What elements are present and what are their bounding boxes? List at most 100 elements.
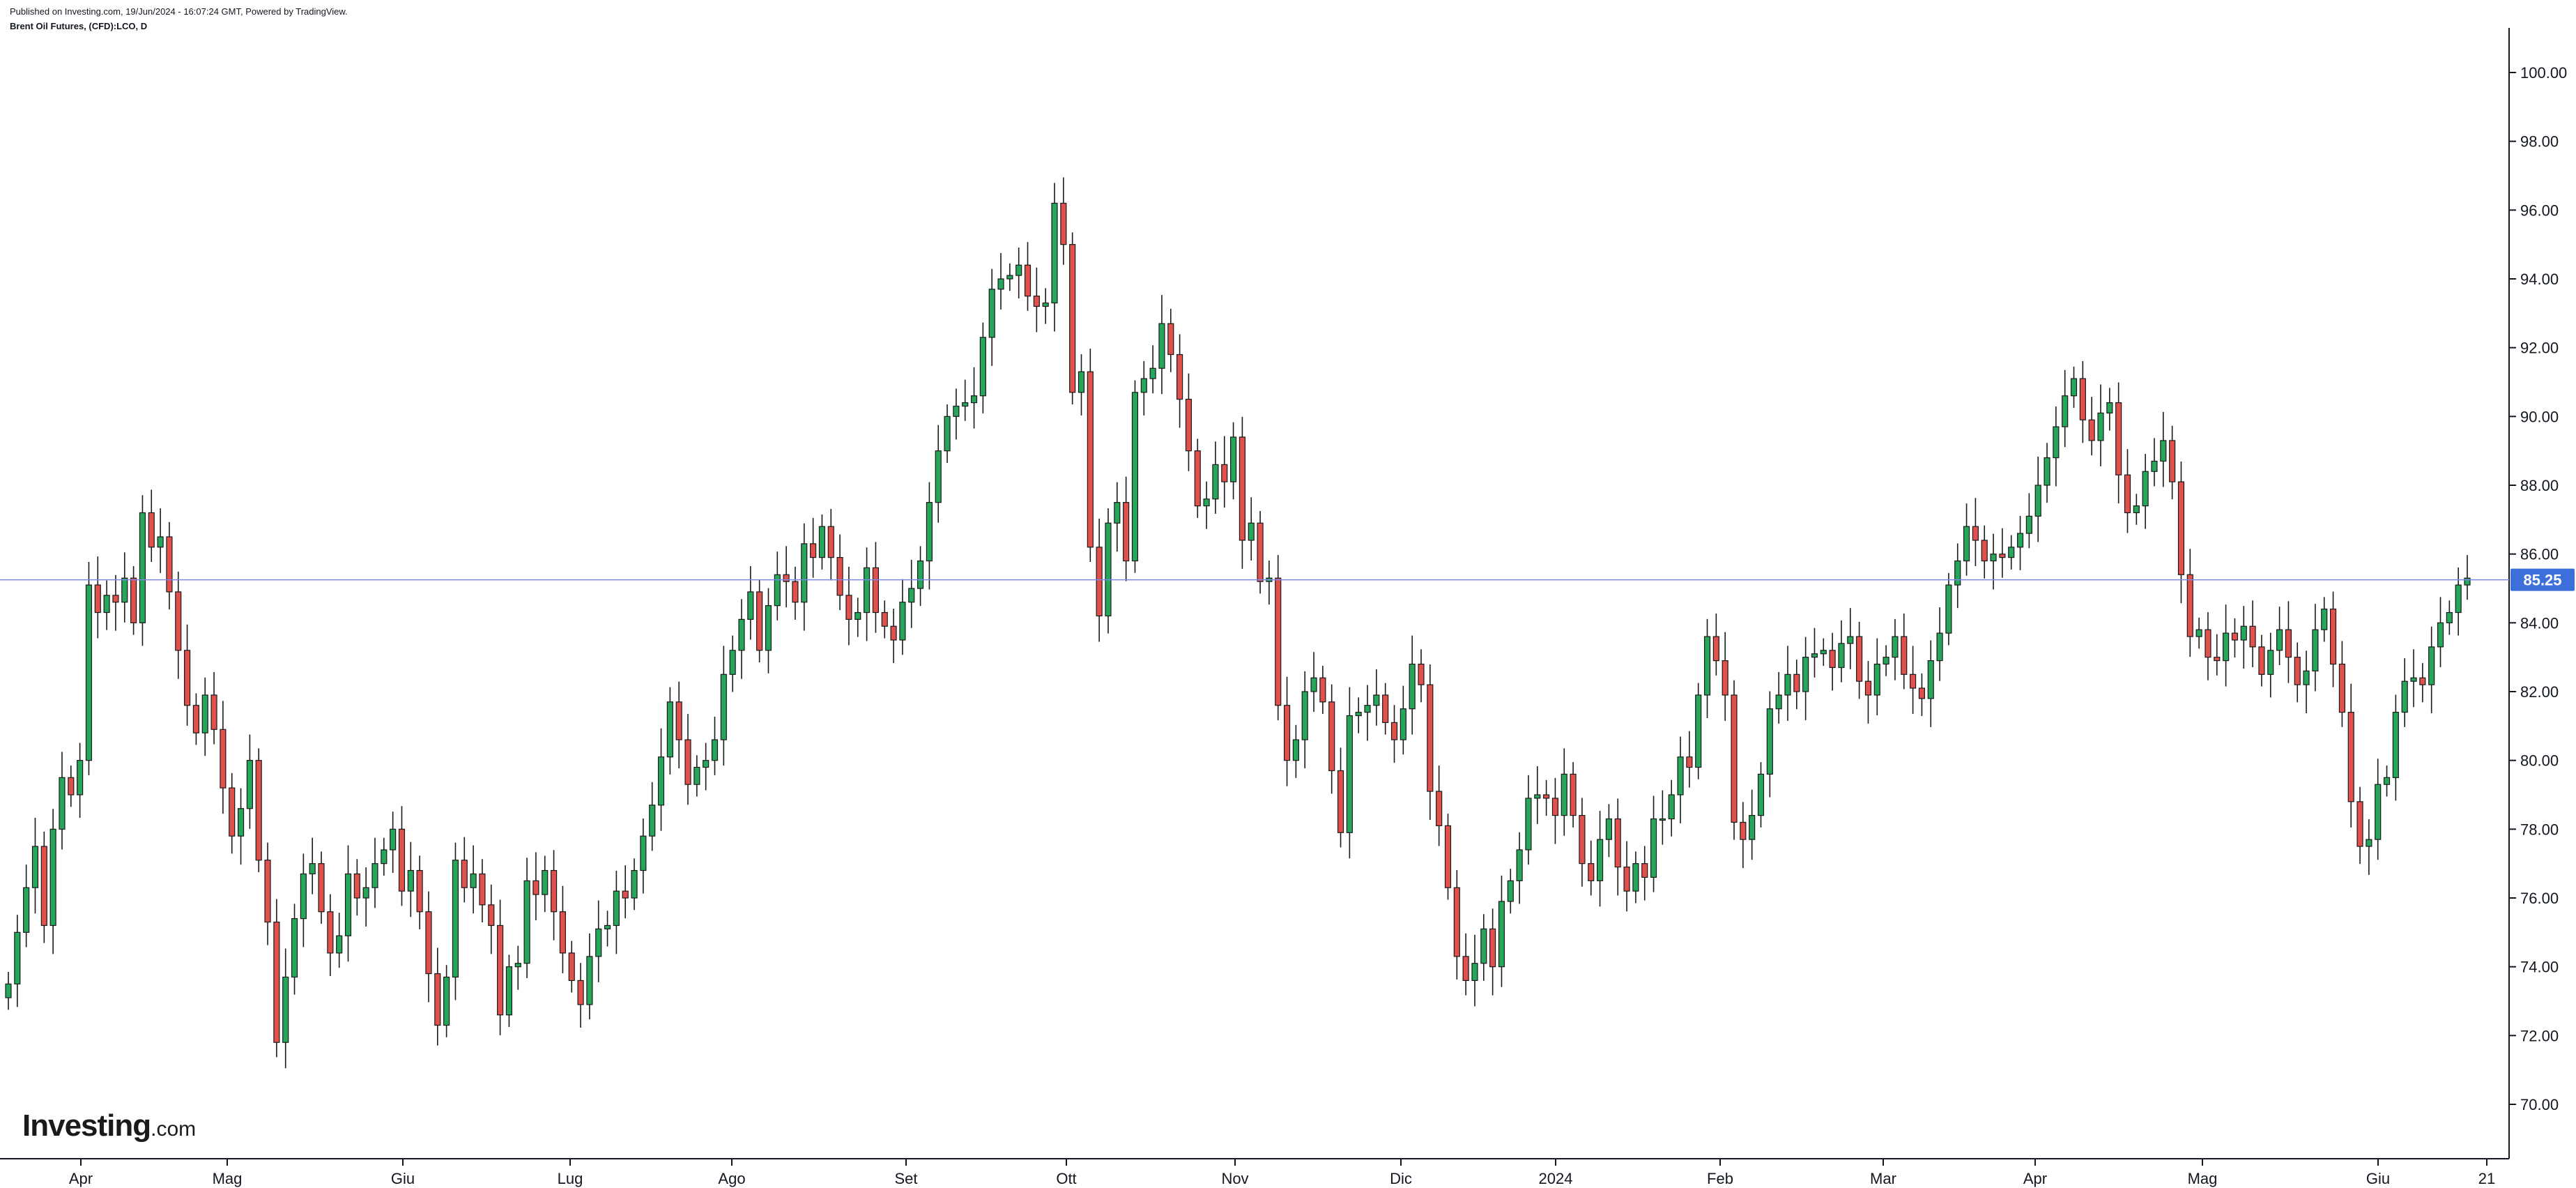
candle-body-up: [738, 618, 745, 651]
candle-body-down: [2205, 629, 2211, 658]
candle: [121, 552, 128, 623]
candle-body-down: [425, 911, 432, 975]
x-tick-label: Mar: [1870, 1170, 1896, 1187]
candle: [488, 884, 495, 954]
candle: [166, 521, 173, 610]
candle: [2079, 360, 2086, 443]
candle-body-down: [836, 556, 843, 596]
candle-body-down: [1123, 502, 1130, 562]
candle: [1444, 814, 1452, 900]
candle: [31, 818, 39, 914]
candle: [1382, 683, 1389, 735]
candle-body-up: [1310, 677, 1317, 692]
candle-body-down: [2338, 663, 2345, 713]
candle: [1543, 779, 1550, 816]
candle-body-down: [175, 591, 182, 651]
candle: [2321, 597, 2328, 642]
candle: [1740, 802, 1747, 869]
candle: [1418, 649, 1425, 703]
candle: [2142, 454, 2149, 529]
candle: [2133, 494, 2140, 525]
candle-body-up: [657, 756, 665, 806]
candle-body-down: [2231, 632, 2239, 641]
candle: [1489, 908, 1496, 996]
candle: [1301, 671, 1308, 769]
candle-body-down: [1489, 928, 1496, 968]
candle-body-up: [157, 536, 164, 548]
candle-body-down: [675, 701, 682, 740]
candle: [255, 748, 262, 872]
candle: [2151, 438, 2158, 487]
candle: [2249, 600, 2256, 667]
candle: [1436, 766, 1443, 846]
candle-body-down: [532, 880, 539, 895]
candle-body-up: [1373, 694, 1380, 706]
candle: [2231, 618, 2239, 658]
candle: [2267, 632, 2274, 698]
candle: [1516, 832, 1523, 904]
candle: [1927, 640, 1934, 727]
candle-body-down: [1453, 887, 1460, 957]
candle: [1793, 660, 1800, 710]
candle: [559, 885, 566, 974]
candle: [2285, 601, 2292, 683]
candle: [1829, 632, 1836, 691]
candle: [175, 571, 182, 679]
candle-body-up: [1990, 554, 1997, 562]
candle-body-up: [407, 869, 414, 892]
candle-body-down: [273, 921, 280, 1043]
candle-body-up: [2375, 784, 2382, 840]
candle: [1239, 416, 1245, 569]
candle-body-down: [1910, 673, 1917, 689]
candle: [1507, 869, 1514, 914]
candle: [1883, 645, 1889, 676]
candle-body-down: [1194, 450, 1201, 507]
candle: [2312, 604, 2319, 692]
candle: [1203, 481, 1210, 529]
candle: [2034, 457, 2041, 542]
candle: [711, 717, 719, 775]
candle: [1149, 345, 1156, 394]
candle-body-down: [68, 777, 75, 795]
candle: [613, 871, 620, 954]
candle: [738, 599, 745, 679]
candle-body-down: [1829, 650, 1836, 669]
candle-body-up: [1873, 663, 1880, 696]
candle-body-up: [1140, 378, 1147, 393]
candle-body-up: [1516, 849, 1523, 881]
candle: [157, 508, 164, 573]
candle-body-down: [792, 581, 799, 603]
y-tick-label: 88.00: [2520, 477, 2559, 494]
candle-body-up: [1802, 657, 1809, 692]
candle-body-up: [1114, 502, 1121, 524]
candle-body-down: [148, 512, 155, 548]
candle: [309, 837, 316, 894]
candle-body-down: [1999, 554, 2006, 558]
candle-body-down: [1024, 264, 1032, 297]
candle: [40, 831, 47, 943]
last-price-label: 85.25: [2523, 572, 2561, 589]
candle-body-down: [1551, 798, 1559, 816]
candle-body-up: [962, 402, 969, 407]
candle: [362, 867, 369, 927]
candle: [1838, 620, 1845, 683]
candle: [94, 556, 101, 639]
candle: [1588, 840, 1595, 896]
logo-name: Investing: [22, 1109, 151, 1143]
candle-body-up: [970, 395, 978, 404]
candle: [2401, 658, 2408, 727]
candle: [23, 865, 30, 947]
candle: [505, 954, 513, 1027]
candle: [1230, 422, 1237, 500]
candle-body-up: [1346, 715, 1353, 833]
candle: [729, 635, 736, 692]
x-tick-label: Set: [894, 1170, 917, 1187]
candle-body-down: [1328, 701, 1335, 772]
candle-body-down: [1221, 464, 1228, 482]
candle-body-down: [2115, 402, 2122, 475]
candle-body-down: [1981, 540, 1988, 562]
candle-body-up: [1677, 756, 1684, 795]
candle: [2366, 819, 2372, 875]
candle: [1775, 671, 1782, 724]
